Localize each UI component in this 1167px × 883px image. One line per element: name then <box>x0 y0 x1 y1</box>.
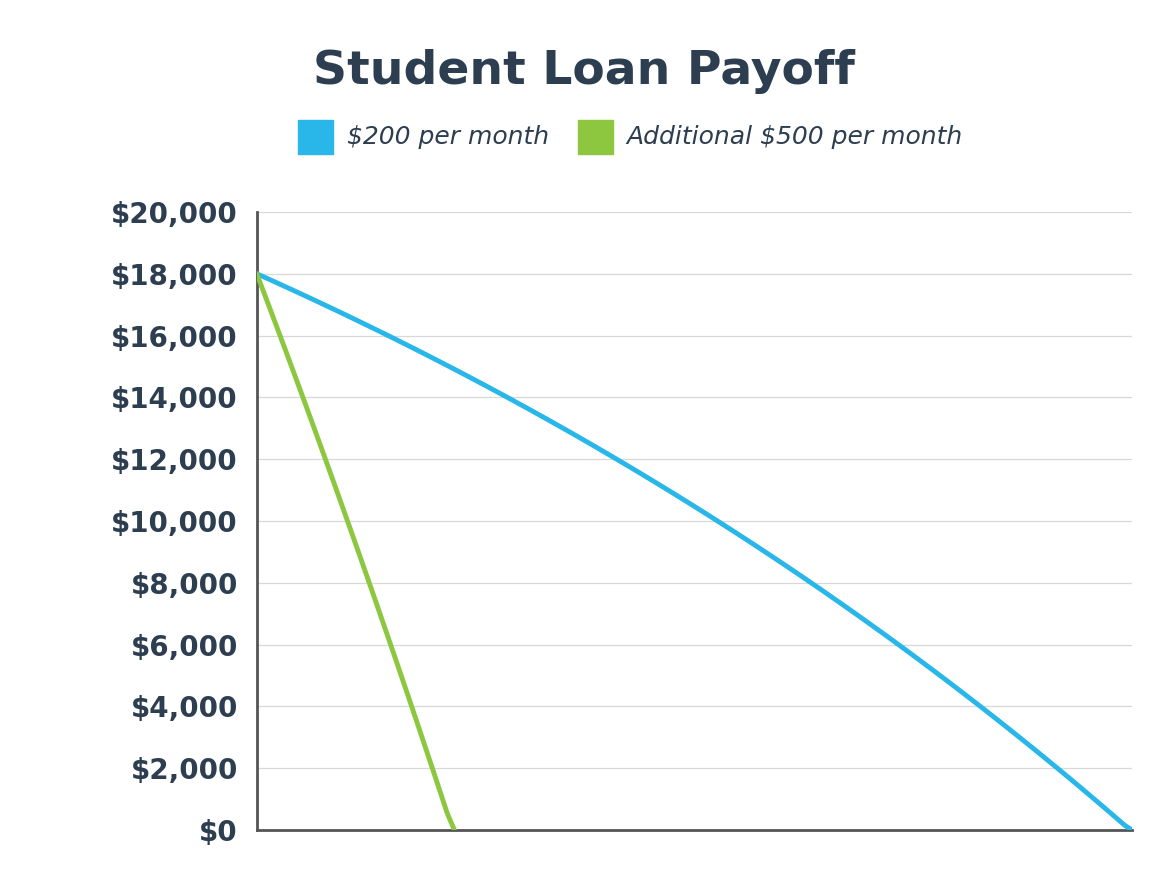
Text: Student Loan Payoff: Student Loan Payoff <box>313 49 854 94</box>
Text: Additional $500 per month: Additional $500 per month <box>627 125 963 149</box>
Text: $200 per month: $200 per month <box>347 125 548 149</box>
